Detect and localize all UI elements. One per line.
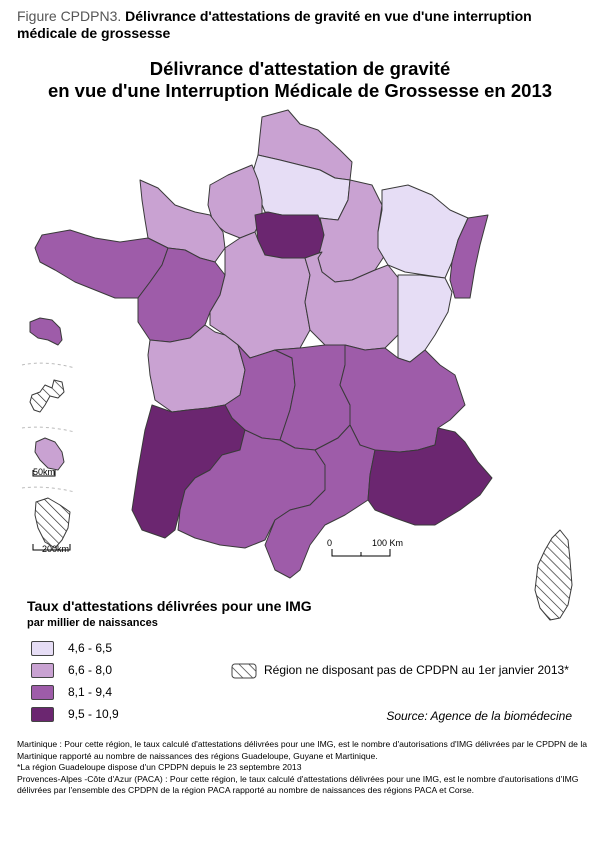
region-guadeloupe xyxy=(29,379,65,413)
inset-scale-large-label: 200km xyxy=(42,544,70,554)
inset-scale-large xyxy=(32,544,71,551)
region-corse xyxy=(534,529,573,621)
legend-label: 6,6 - 8,0 xyxy=(68,663,113,677)
map-title-line2: en vue d'une Interruption Médicale de Gr… xyxy=(47,80,553,101)
legend-subtitle: par millier de naissances xyxy=(27,617,158,629)
source-note: Source: Agence de la biomédecine xyxy=(386,709,572,723)
legend-item: 6,6 - 8,0 xyxy=(31,662,112,678)
legend-swatch xyxy=(31,662,54,678)
nodata-swatch xyxy=(231,663,257,679)
footnotes: Martinique : Pour cette région, le taux … xyxy=(17,739,587,797)
legend-swatch xyxy=(31,640,54,656)
legend-title: Taux d'attestations délivrées pour une I… xyxy=(27,598,312,614)
footnote: *La région Guadeloupe dispose d'un CPDPN… xyxy=(17,762,302,772)
legend-swatch xyxy=(31,684,54,700)
figure-number: Figure CPDPN3. xyxy=(17,8,122,24)
scale-zero-label: 0 xyxy=(327,538,333,548)
legend-item: 4,6 - 6,5 xyxy=(31,640,112,656)
region-centre xyxy=(209,231,311,359)
footnote: Martinique : Pour cette région, le taux … xyxy=(17,739,588,761)
legend-swatch xyxy=(31,706,54,722)
nodata-legend: Région ne disposant pas de CPDPN au 1er … xyxy=(232,663,569,677)
region-midi-pyrenees xyxy=(177,429,326,549)
inset-separators xyxy=(21,362,76,493)
region-alsace xyxy=(449,214,489,299)
scale-main-label: 100 Km xyxy=(372,538,404,548)
region-martinique xyxy=(29,317,63,346)
figure-caption: Figure CPDPN3. Délivrance d'attestations… xyxy=(17,8,587,42)
region-guyane xyxy=(34,497,71,549)
nodata-label: Région ne disposant pas de CPDPN au 1er … xyxy=(264,663,569,677)
region-ile-de-france xyxy=(254,211,325,259)
footnote: Provences-Alpes -Côte d'Azur (PACA) : Po… xyxy=(17,773,579,796)
legend-label: 4,6 - 6,5 xyxy=(68,641,113,655)
map-title-line1: Délivrance d'attestation de gravité xyxy=(149,58,451,79)
figure-caption-text: Délivrance d'attestations de gravité en … xyxy=(17,8,532,41)
region-paca xyxy=(367,427,493,526)
legend-item: 9,5 - 10,9 xyxy=(31,706,119,722)
main-scale-bar xyxy=(331,549,391,557)
legend-item: 8,1 - 9,4 xyxy=(31,684,112,700)
inset-scale-small xyxy=(32,470,56,477)
legend-label: 9,5 - 10,9 xyxy=(68,707,119,721)
legend-label: 8,1 - 9,4 xyxy=(68,685,113,699)
inset-scale-small-label: 50km xyxy=(33,467,56,477)
region-la-reunion xyxy=(34,437,65,471)
region-languedoc-roussillon xyxy=(264,424,376,579)
region-franche-comte xyxy=(397,274,453,363)
